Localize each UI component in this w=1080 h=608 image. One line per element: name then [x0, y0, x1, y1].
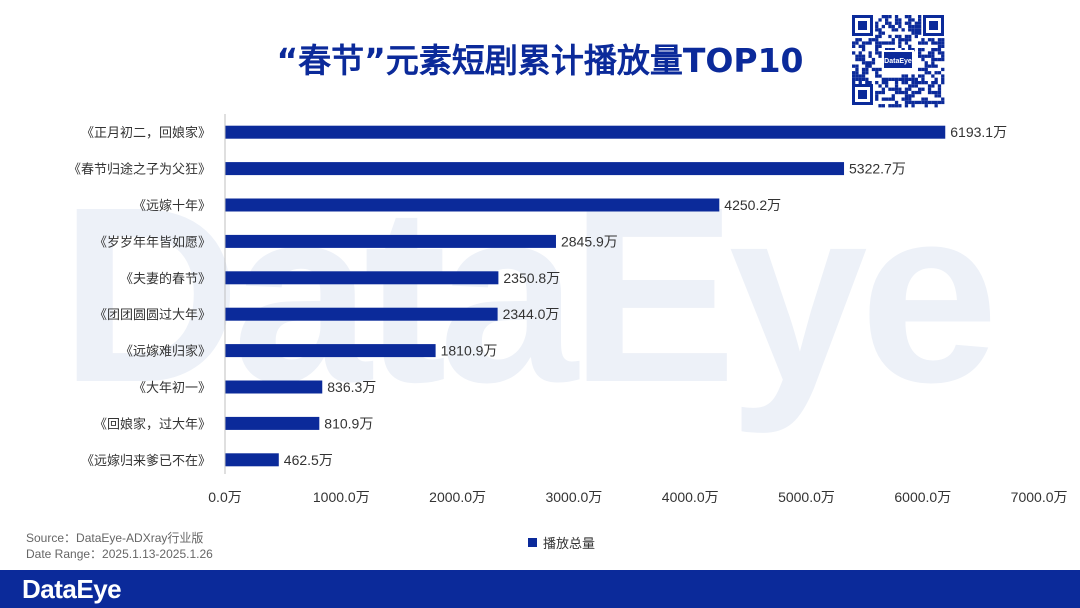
- category-label-1: 《正月初二，回娘家》: [81, 125, 211, 141]
- bar-4: [225, 234, 556, 248]
- category-label-9: 《回娘家，过大年》: [94, 416, 211, 432]
- category-label-5: 《夫妻的春节》: [120, 271, 211, 287]
- x-tick-label-7: 6000.0万: [894, 489, 951, 505]
- bar-value-label-7: 1810.9万: [441, 343, 498, 359]
- bar-value-label-1: 6193.1万: [950, 124, 1007, 140]
- footer-bar: DataEye: [0, 570, 1080, 608]
- x-tick-label-1: 0.0万: [208, 489, 241, 505]
- qr-center-logo: DataEye: [884, 58, 912, 65]
- bar-value-label-4: 2845.9万: [561, 233, 618, 249]
- category-label-4: 《岁岁年年皆如愿》: [94, 234, 211, 250]
- x-tick-label-5: 4000.0万: [662, 489, 719, 505]
- bar-2: [225, 162, 845, 176]
- brand-logo: DataEye: [22, 574, 122, 604]
- x-tick-label-3: 2000.0万: [429, 489, 486, 505]
- legend-label: 播放总量: [543, 537, 596, 552]
- bar-chart: 6193.1万 5322.7万 4250.2万 2845.9万 2350.8万 2344.…: [68, 114, 1068, 505]
- qr-code-icon: DataEye: [849, 12, 947, 108]
- source-note: Source：DataEye-ADXray行业版 Date Range：2025…: [26, 530, 213, 562]
- date-range-line: Date Range：2025.1.13-2025.1.26: [26, 547, 213, 561]
- category-label-8: 《大年初一》: [133, 381, 211, 396]
- bar-value-label-8: 836.3万: [327, 379, 376, 395]
- bar-1: [225, 125, 946, 139]
- category-label-10: 《远嫁归来爹已不在》: [81, 454, 211, 469]
- bar-10: [225, 453, 279, 467]
- category-label-3: 《远嫁十年》: [133, 199, 211, 214]
- category-label-6: 《团团圆圆过大年》: [94, 308, 211, 323]
- category-label-7: 《远嫁难归家》: [120, 344, 211, 360]
- bar-value-label-5: 2350.8万: [503, 270, 560, 286]
- legend-swatch: [528, 538, 537, 547]
- bar-3: [225, 198, 720, 212]
- bar-value-label-6: 2344.0万: [503, 306, 560, 322]
- bar-7: [225, 344, 436, 358]
- category-label-2: 《春节归途之子为父狂》: [68, 162, 211, 178]
- x-tick-label-4: 3000.0万: [545, 489, 602, 505]
- chart-title: “春节”元素短剧累计播放量TOP10: [276, 41, 804, 80]
- source-line: Source：DataEye-ADXray行业版: [26, 531, 204, 545]
- x-tick-label-8: 7000.0万: [1011, 489, 1068, 505]
- bar-5: [225, 271, 499, 285]
- bar-value-label-3: 4250.2万: [724, 197, 781, 213]
- x-tick-label-6: 5000.0万: [778, 489, 835, 505]
- bar-value-label-9: 810.9万: [324, 415, 373, 431]
- bar-6: [225, 307, 498, 321]
- legend: 播放总量: [528, 533, 595, 552]
- x-tick-label-2: 1000.0万: [313, 489, 370, 505]
- bar-8: [225, 380, 323, 394]
- bar-9: [225, 416, 320, 430]
- bar-value-label-2: 5322.7万: [849, 161, 906, 177]
- bar-value-label-10: 462.5万: [284, 452, 333, 468]
